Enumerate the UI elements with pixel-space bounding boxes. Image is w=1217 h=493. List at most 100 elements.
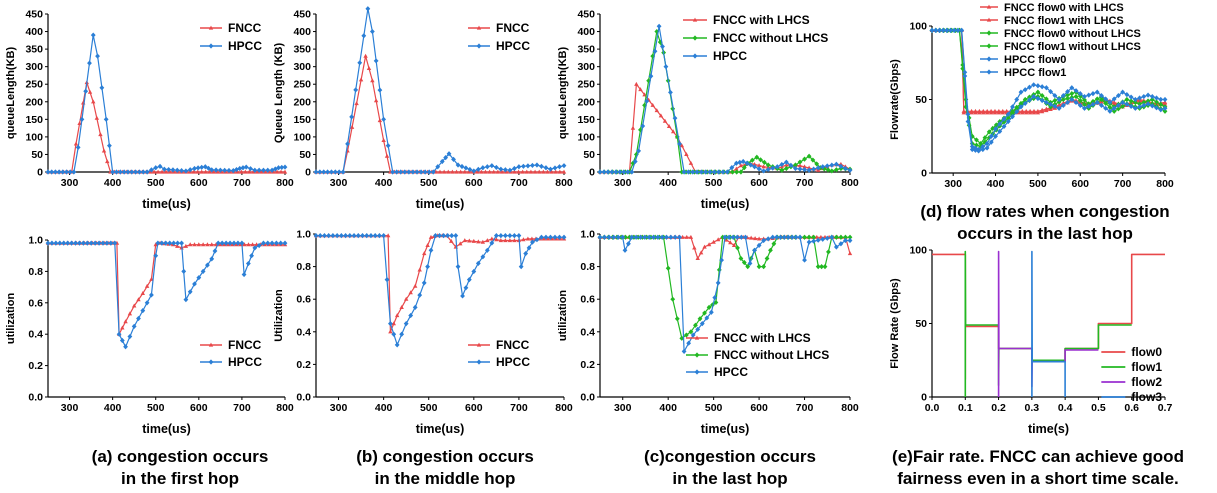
data-point xyxy=(480,239,486,244)
data-point xyxy=(815,237,821,243)
data-point xyxy=(715,237,721,242)
data-point xyxy=(613,169,619,175)
data-point xyxy=(688,234,694,239)
data-point xyxy=(706,242,712,247)
data-point xyxy=(149,167,154,173)
data-point xyxy=(94,115,100,120)
data-point xyxy=(1158,107,1164,113)
data-point xyxy=(354,101,359,106)
data-point xyxy=(441,233,447,239)
data-point xyxy=(525,236,531,241)
data-point xyxy=(243,169,248,174)
caption-a: (a) congestion occurs in the first hop xyxy=(40,446,320,490)
legend-label: HPCC xyxy=(714,365,748,379)
data-point xyxy=(250,242,255,247)
data-point xyxy=(1039,84,1045,90)
data-point xyxy=(1044,108,1049,113)
y-tick-label: 450 xyxy=(25,9,43,21)
data-point xyxy=(1141,102,1147,108)
data-point xyxy=(948,27,953,34)
data-point xyxy=(322,233,327,239)
data-point xyxy=(266,169,272,174)
data-point xyxy=(247,169,252,174)
data-point xyxy=(475,169,480,174)
x-tick-label: 700 xyxy=(510,177,528,189)
data-point xyxy=(340,169,346,175)
data-point xyxy=(325,169,330,175)
data-point xyxy=(79,116,85,122)
x-tick-label: 400 xyxy=(104,177,122,189)
x-tick-label: 800 xyxy=(276,402,294,414)
data-point xyxy=(437,233,442,239)
data-point xyxy=(129,169,135,175)
data-point xyxy=(98,132,103,137)
data-point xyxy=(475,260,481,266)
data-point xyxy=(779,167,785,173)
series-hpcc xyxy=(597,23,853,175)
y-tick-label: 200 xyxy=(293,96,311,108)
x-tick-label: 500 xyxy=(420,402,438,414)
data-point xyxy=(256,167,262,173)
x-tick-label: 300 xyxy=(330,177,348,189)
data-point xyxy=(403,296,409,301)
data-point xyxy=(278,240,284,246)
data-point xyxy=(806,153,812,159)
legend-marker xyxy=(986,4,992,9)
data-point xyxy=(712,294,718,301)
data-point xyxy=(377,233,382,239)
data-point xyxy=(213,167,219,173)
caption-d: (d) flow rates when congestion occurs in… xyxy=(885,201,1205,245)
data-point xyxy=(60,169,66,175)
data-point xyxy=(738,169,744,175)
x-tick-label: 300 xyxy=(944,178,962,190)
data-point xyxy=(521,163,526,169)
y-tick-label: 150 xyxy=(25,114,43,126)
data-point xyxy=(529,236,535,241)
data-point xyxy=(826,249,831,255)
data-point xyxy=(92,240,98,246)
data-point xyxy=(728,240,733,245)
data-point xyxy=(625,169,631,175)
data-point xyxy=(1162,96,1168,103)
data-point xyxy=(136,315,141,322)
data-point xyxy=(541,236,547,241)
y-tick-label: 100 xyxy=(577,131,595,143)
data-point xyxy=(686,169,691,175)
data-point xyxy=(77,240,82,246)
series-hpcc xyxy=(45,240,288,350)
data-point xyxy=(665,265,671,271)
data-point xyxy=(435,164,441,170)
data-point xyxy=(1094,96,1100,102)
data-point xyxy=(466,169,472,174)
data-point xyxy=(663,64,669,70)
data-point xyxy=(261,240,266,246)
data-point xyxy=(507,167,513,173)
x-tick-label: 0.5 xyxy=(1091,402,1106,414)
data-point xyxy=(974,137,979,143)
y-tick-label: 0.0 xyxy=(28,392,43,404)
data-point xyxy=(200,268,206,274)
data-point xyxy=(53,240,59,246)
data-point xyxy=(955,27,961,34)
data-point xyxy=(381,116,387,122)
legend-label: HPCC xyxy=(496,355,530,369)
data-point xyxy=(1149,96,1155,103)
data-point xyxy=(390,169,396,175)
data-point xyxy=(623,234,628,240)
data-point xyxy=(847,234,853,240)
data-point xyxy=(992,110,998,115)
data-point xyxy=(137,169,142,175)
data-point xyxy=(381,233,387,239)
x-axis-label: time(us) xyxy=(701,197,750,211)
data-point xyxy=(940,27,946,34)
y-tick-label: 0 xyxy=(589,167,595,179)
data-point xyxy=(980,143,986,150)
data-point xyxy=(672,115,678,121)
series-line xyxy=(316,55,564,173)
data-point xyxy=(1154,99,1159,105)
data-point xyxy=(741,259,747,266)
data-point xyxy=(215,169,220,174)
data-point xyxy=(445,233,451,239)
data-point xyxy=(1137,101,1142,107)
data-point xyxy=(811,238,817,244)
